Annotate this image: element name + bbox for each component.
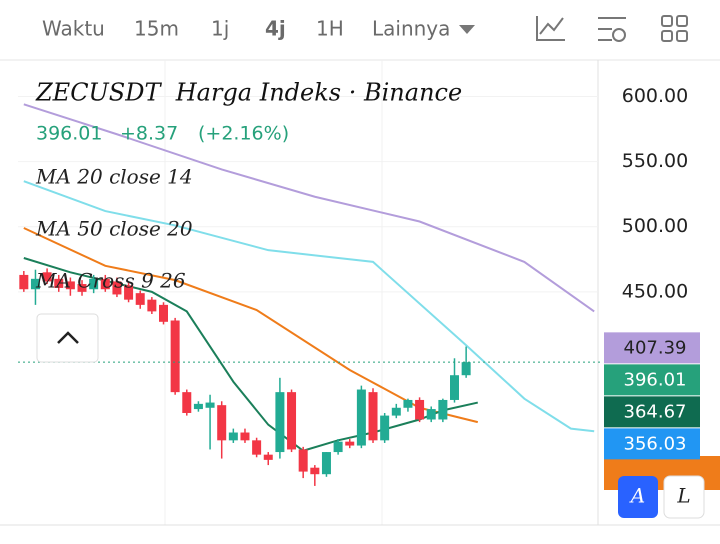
layout-icon-part [676, 15, 688, 27]
candle-body [345, 441, 355, 446]
collapse-button[interactable] [36, 313, 99, 363]
log-scale-label: L [676, 484, 690, 508]
auto-scale-label: A [629, 484, 645, 508]
candle-body [228, 432, 238, 441]
candle-body [461, 362, 471, 376]
indicator-legend[interactable]: MA 20 close 14 [35, 165, 193, 189]
timeframe-tab[interactable]: Waktu [42, 17, 105, 41]
price-badge-label: 364.67 [624, 401, 687, 422]
price-badge-label: 356.03 [624, 433, 687, 454]
candle-body [19, 274, 29, 290]
plot [18, 95, 600, 486]
candle-body [100, 278, 110, 290]
indicator-legend[interactable]: MA 50 close 20 [35, 217, 193, 241]
price-badge [604, 396, 700, 428]
y-tick-label: 550.00 [622, 150, 688, 172]
candle-body [368, 392, 378, 441]
candle-body [112, 281, 122, 295]
timeframe-tab[interactable]: 1H [316, 17, 344, 41]
y-tick-label: 500.00 [622, 215, 688, 237]
candle-body [205, 402, 215, 408]
candle-body [193, 403, 203, 410]
candle-body [321, 452, 331, 475]
candle-body [147, 299, 157, 312]
price-badge [604, 364, 700, 396]
timeframe-tab[interactable]: Lainnya [372, 17, 450, 41]
candle-body [77, 284, 87, 292]
indicator-line [23, 180, 595, 433]
candle-body [415, 399, 425, 420]
candle-body [391, 407, 401, 416]
candle-body [263, 454, 273, 460]
candle-body [30, 278, 40, 290]
candle-body [310, 467, 320, 475]
candle-body [252, 440, 262, 455]
candle-body [356, 389, 366, 446]
timeframe-tab[interactable]: 15m [134, 17, 179, 41]
layout-icon-part [661, 30, 673, 42]
layout-icon-part [676, 30, 688, 42]
indicator-icon[interactable] [598, 17, 626, 41]
candle-body [217, 405, 227, 441]
candle-body [240, 432, 250, 441]
indicator-line [23, 103, 595, 313]
candle-body [170, 320, 180, 393]
indicator-legend[interactable]: MA Cross 9 26 [35, 269, 186, 293]
candle-body [287, 392, 297, 450]
timeframe-tab[interactable]: 4j [265, 17, 286, 41]
candle-body [426, 409, 436, 420]
auto-scale-button[interactable] [618, 476, 658, 518]
candle-body [124, 285, 134, 300]
toolbar-icons [536, 15, 688, 42]
candle-body [298, 449, 308, 472]
y-tick-label: 450.00 [622, 280, 688, 302]
price-badge [604, 332, 700, 364]
candle-body [275, 392, 285, 453]
symbol-title: ZECUSDT Harga Indeks · Binance [35, 79, 462, 107]
log-scale-button[interactable] [663, 475, 705, 519]
candle-body [450, 375, 459, 400]
candle-body [333, 441, 343, 453]
price-badge-label: 407.39 [624, 337, 687, 358]
candle-body [403, 399, 413, 408]
timeframe-tab[interactable]: 1j [211, 17, 229, 41]
candle-body [89, 278, 99, 290]
candle-body [54, 278, 64, 288]
price-badge-label: 396.01 [624, 369, 687, 390]
price-change: +8.37 [120, 123, 178, 145]
dropdown-caret [459, 25, 475, 34]
candle-body [438, 399, 448, 420]
last-price: 396.01 [36, 123, 102, 145]
chart-type-icon[interactable] [536, 16, 565, 41]
price-badge [604, 428, 700, 460]
y-tick-label: 600.00 [622, 85, 688, 107]
price-change-pct: (+2.16%) [198, 123, 289, 145]
collapse-icon [57, 331, 79, 344]
candle-body [65, 281, 75, 290]
candle-body [380, 415, 390, 441]
candle-body [135, 293, 145, 305]
candle-body [182, 392, 192, 413]
candle-body [159, 304, 168, 322]
layout-icon[interactable] [661, 15, 673, 27]
indicator-icon-gear [612, 28, 626, 42]
candle-body [42, 272, 52, 282]
